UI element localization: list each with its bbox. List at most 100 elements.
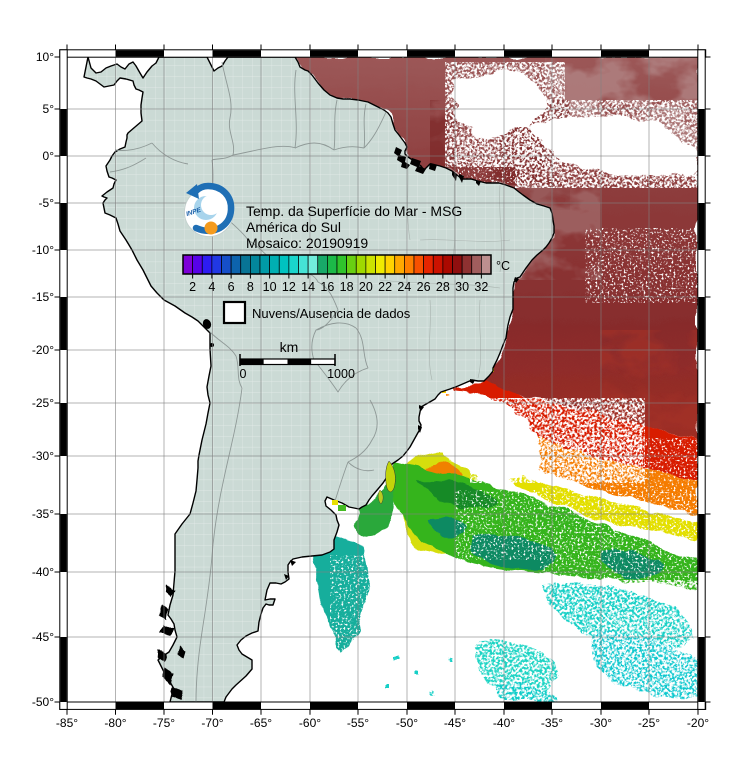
colorbar-cell: [230, 254, 242, 275]
coastal-detail-features: [157, 147, 519, 701]
lon-tick-label: -40°: [493, 716, 515, 730]
colorbar-cell: [423, 254, 434, 275]
frame-black-segment: [60, 403, 67, 456]
lat-tick-label: 0°: [43, 149, 55, 163]
colorbar-cell: [442, 254, 453, 275]
frame-black-segment: [407, 50, 455, 57]
logo-orange-dot: [204, 221, 218, 235]
lon-tick-label: -30°: [590, 716, 612, 730]
inpe-logo: INPE: [184, 182, 235, 237]
lon-tick-label: -70°: [201, 716, 223, 730]
colorbar: 2 4 6 8 10 12 14 16 18 20 22 24 26 28 30 32: [182, 254, 492, 294]
colorbar-cell: [452, 254, 463, 275]
axis-labels: -85° -80° -75° -70° -65° -60° -55° -50° -45° -40°…: [32, 50, 709, 730]
colorbar-tick-label: 16: [320, 280, 334, 294]
colorbar-tick-label: 4: [208, 280, 215, 294]
colorbar-tick-label: 10: [263, 280, 277, 294]
colorbar-cell: [259, 254, 270, 275]
lat-tick-label: -50°: [32, 695, 54, 709]
frame-black-segment: [115, 50, 164, 57]
frame-black-segment: [115, 702, 164, 709]
colorbar-tick-label: 20: [359, 280, 373, 294]
logo-inpe-text: INPE: [185, 206, 202, 218]
scale-bar: km 0 1000: [239, 339, 355, 381]
cloud-legend-label: Nuvens/Ausencia de dados: [252, 306, 411, 321]
colorbar-tick-label: 22: [378, 280, 392, 294]
frame-black-segment: [212, 702, 261, 709]
frame-black-segment: [310, 50, 358, 57]
frame-bar-left: [59, 49, 68, 710]
colorbar-cell: [211, 254, 222, 275]
colorbar-cell: [471, 254, 482, 275]
map-title: Temp. da Superfície do Mar - MSG: [246, 203, 462, 219]
colorbar-tick-label: 12: [282, 280, 296, 294]
frame-black-segment: [698, 109, 705, 156]
colorbar-tick-label: 28: [436, 280, 450, 294]
lat-tick-label: 5°: [43, 102, 55, 116]
map-subtitle-region: América do Sul: [246, 219, 341, 235]
colorbar-tick-label: 26: [417, 280, 431, 294]
scale-bar-start: 0: [240, 367, 247, 381]
scale-bar-end: 1000: [327, 367, 355, 381]
frame-black-segment: [407, 702, 455, 709]
colorbar-cell: [365, 254, 376, 275]
map-frame: [54, 44, 711, 715]
frame-black-segment: [601, 702, 649, 709]
lat-tick-label: -20°: [32, 343, 54, 357]
scale-bar-unit: km: [280, 339, 299, 355]
colorbar-cell: [413, 254, 424, 275]
colorbar-cell: [375, 254, 386, 275]
colorbar-cell: [240, 254, 251, 275]
map-subtitle-date: Mosaico: 20190919: [246, 235, 368, 251]
lat-tick-label: -30°: [32, 449, 54, 463]
lon-tick-label: -20°: [687, 716, 709, 730]
colorbar-tick-label: 24: [397, 280, 411, 294]
map-interior: [67, 57, 698, 702]
lat-tick-label: -25°: [32, 396, 54, 410]
colorbar-frame: [182, 254, 492, 275]
lon-tick-label: -35°: [541, 716, 563, 730]
logo-arrow-arc: [192, 182, 235, 235]
frame-black-segment: [60, 203, 67, 250]
frame-black-segment: [60, 514, 67, 572]
colorbar-cell: [355, 254, 367, 275]
frame-black-segment: [60, 297, 67, 350]
frame-black-segment: [698, 203, 705, 250]
lon-tick-label: -85°: [56, 716, 78, 730]
logo-swirl-cut: [201, 195, 221, 215]
frame-black-segment: [601, 50, 649, 57]
lon-tick-label: -50°: [396, 716, 418, 730]
colorbar-cell: [461, 254, 473, 275]
colorbar-cell: [278, 254, 290, 275]
colorbar-cell: [327, 254, 338, 275]
lat-tick-label: -40°: [32, 565, 54, 579]
colorbar-cell: [432, 254, 444, 275]
cloud-no-data-layer: [330, 62, 698, 702]
graticule-grid: [67, 57, 698, 702]
colorbar-cell: [192, 254, 203, 275]
colorbar-cell: [269, 254, 280, 275]
lon-tick-label: -55°: [347, 716, 369, 730]
lon-tick-label: -60°: [299, 716, 321, 730]
colorbar-tick-label: 30: [455, 280, 469, 294]
lat-tick-label: -5°: [39, 196, 55, 210]
lon-tick-label: -75°: [153, 716, 175, 730]
colorbar-cell: [394, 254, 405, 275]
colorbar-cell: [182, 254, 193, 275]
frame-black-segment: [212, 50, 261, 57]
colorbar-cell: [288, 254, 299, 275]
colorbar-cell: [384, 254, 396, 275]
colorbar-tick-label: 18: [340, 280, 354, 294]
lon-tick-label: -25°: [638, 716, 660, 730]
colorbar-cell: [201, 254, 213, 275]
lat-tick-label: -10°: [32, 243, 54, 257]
lon-tick-label: -80°: [104, 716, 126, 730]
cloud-legend-swatch: [222, 300, 247, 325]
lat-tick-label: 10°: [36, 50, 54, 64]
frame-black-segment: [310, 702, 358, 709]
frame-black-segment: [60, 637, 67, 702]
frame-black-segment: [698, 297, 705, 350]
colorbar-cell: [481, 254, 492, 275]
frame-black-segment: [504, 50, 552, 57]
colorbar-unit: °C: [496, 259, 510, 273]
